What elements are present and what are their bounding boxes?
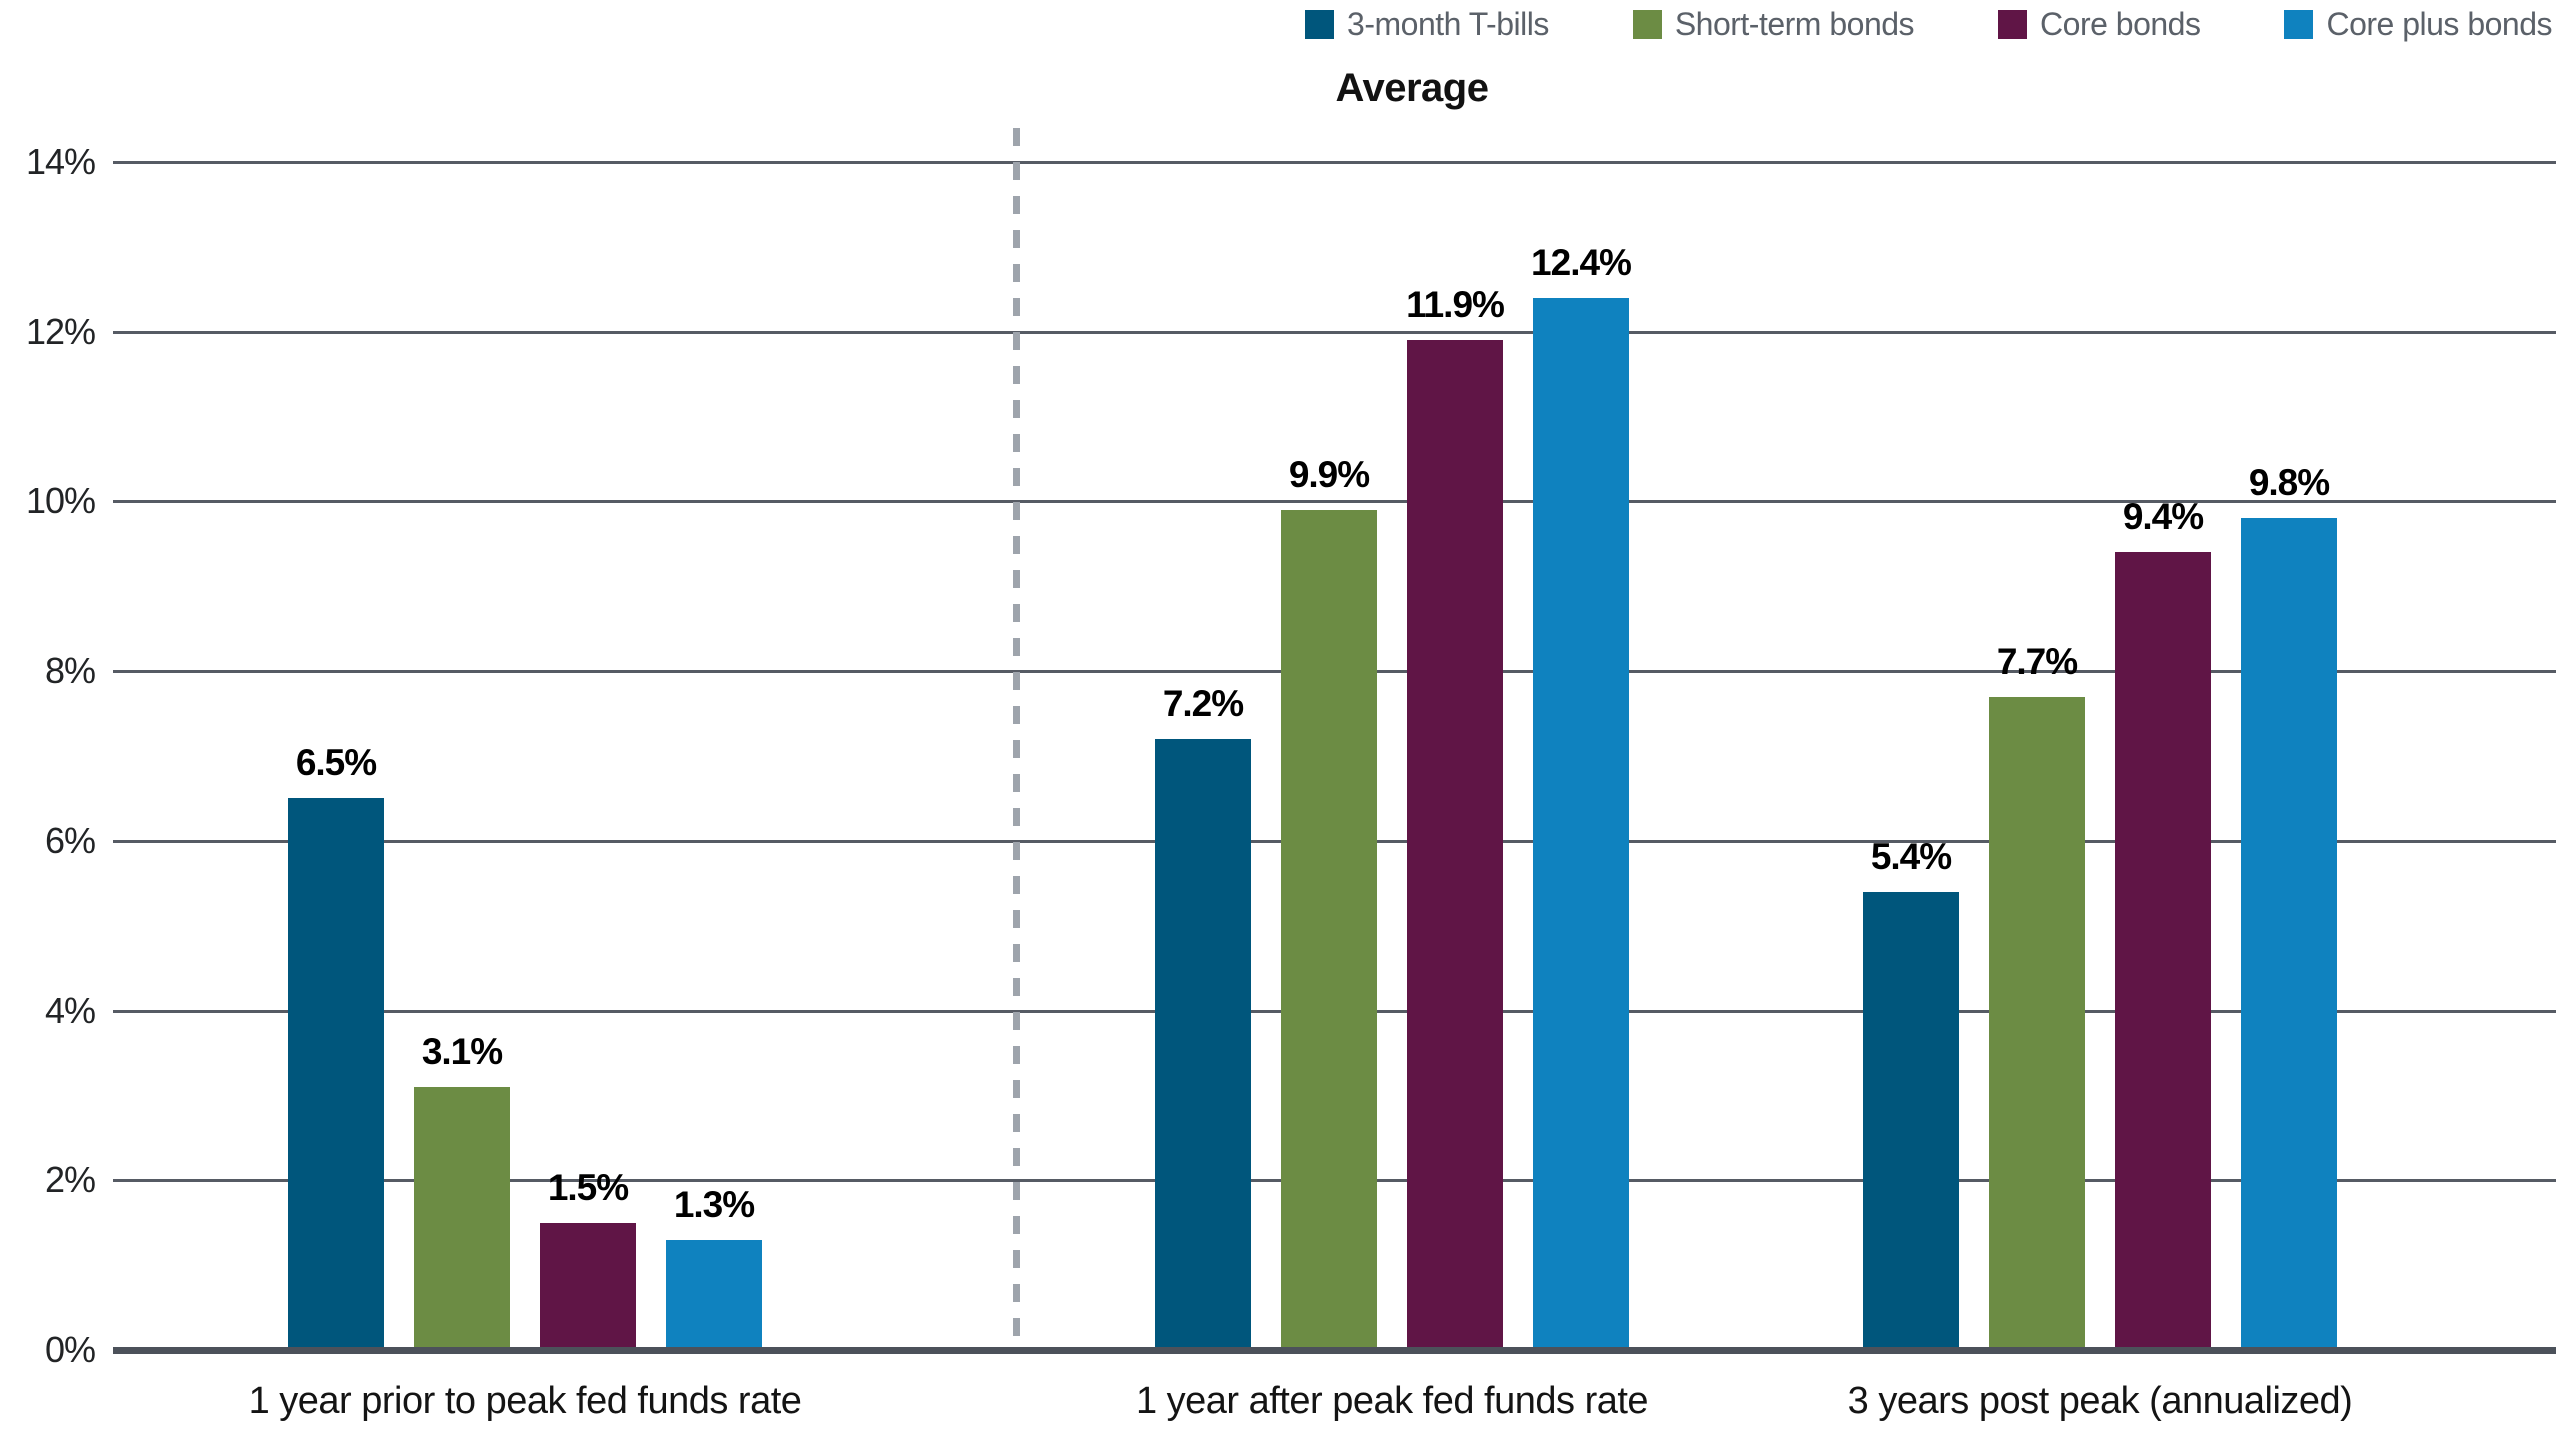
bar-short-term-bonds (414, 1087, 510, 1347)
bar-core-bonds (1407, 340, 1503, 1347)
bar-value-label: 12.4% (1531, 242, 1632, 283)
legend-label: 3-month T-bills (1347, 5, 1549, 42)
gridline (113, 331, 2556, 334)
bar-core-bonds (2115, 552, 2211, 1347)
chart-legend: 3-month T-bills Short-term bonds Core bond… (1305, 2, 2552, 46)
y-axis-tick-label: 12% (25, 311, 96, 352)
bar-value-label: 5.4% (1870, 836, 1952, 877)
chart-title: Average (1335, 66, 1489, 110)
legend-swatch-icon (2284, 9, 2314, 39)
bar-value-label: 7.7% (1996, 641, 2078, 682)
category-divider-dashed-line (1013, 128, 1020, 1350)
legend-item: Core bonds (1998, 5, 2201, 43)
legend-label: Core bonds (2040, 5, 2201, 42)
gridline (113, 500, 2556, 503)
bar-value-label: 11.9% (1406, 284, 1505, 325)
x-axis-line (113, 1347, 2556, 1354)
bar-value-label: 6.5% (295, 742, 377, 783)
y-axis-tick-label: 14% (25, 141, 96, 182)
x-axis-category-label: 3 years post peak (annualized) (1847, 1380, 2353, 1422)
bar-value-label: 9.4% (2122, 496, 2204, 537)
legend-swatch-icon (1998, 9, 2028, 39)
bar-core-plus-bonds (2241, 518, 2337, 1347)
bar-3-month-t-bills (1155, 739, 1251, 1347)
bar-short-term-bonds (1281, 510, 1377, 1347)
bar-value-label: 7.2% (1162, 683, 1244, 724)
bar-3-month-t-bills (288, 798, 384, 1347)
legend-item: Short-term bonds (1632, 5, 1915, 43)
legend-label: Short-term bonds (1674, 5, 1915, 42)
bar-core-bonds (540, 1223, 636, 1347)
y-axis-tick-label: 6% (44, 820, 96, 861)
legend-label: Core plus bonds (2326, 5, 2552, 42)
gridline (113, 161, 2556, 164)
bar-core-plus-bonds (666, 1240, 762, 1347)
y-axis-tick-label: 8% (44, 650, 96, 691)
legend-swatch-icon (1632, 9, 1662, 39)
bar-value-label: 9.8% (2248, 462, 2330, 503)
y-axis-tick-label: 10% (25, 480, 96, 521)
y-axis-tick-label: 4% (44, 990, 96, 1031)
bar-value-label: 1.5% (547, 1167, 629, 1208)
y-axis-tick-label: 0% (44, 1329, 96, 1370)
x-axis-category-label: 1 year after peak fed funds rate (1135, 1380, 1649, 1422)
bar-core-plus-bonds (1533, 298, 1629, 1347)
x-axis-category-label: 1 year prior to peak fed funds rate (248, 1380, 802, 1422)
bar-value-label: 3.1% (421, 1031, 503, 1072)
bar-value-label: 1.3% (673, 1184, 755, 1225)
bar-short-term-bonds (1989, 697, 2085, 1347)
y-axis-tick-label: 2% (44, 1159, 96, 1200)
bar-3-month-t-bills (1863, 892, 1959, 1347)
legend-swatch-icon (1305, 9, 1335, 39)
legend-item: Core plus bonds (2284, 6, 2552, 43)
bar-value-label: 9.9% (1288, 454, 1370, 495)
legend-item: 3-month T-bills (1305, 6, 1549, 43)
